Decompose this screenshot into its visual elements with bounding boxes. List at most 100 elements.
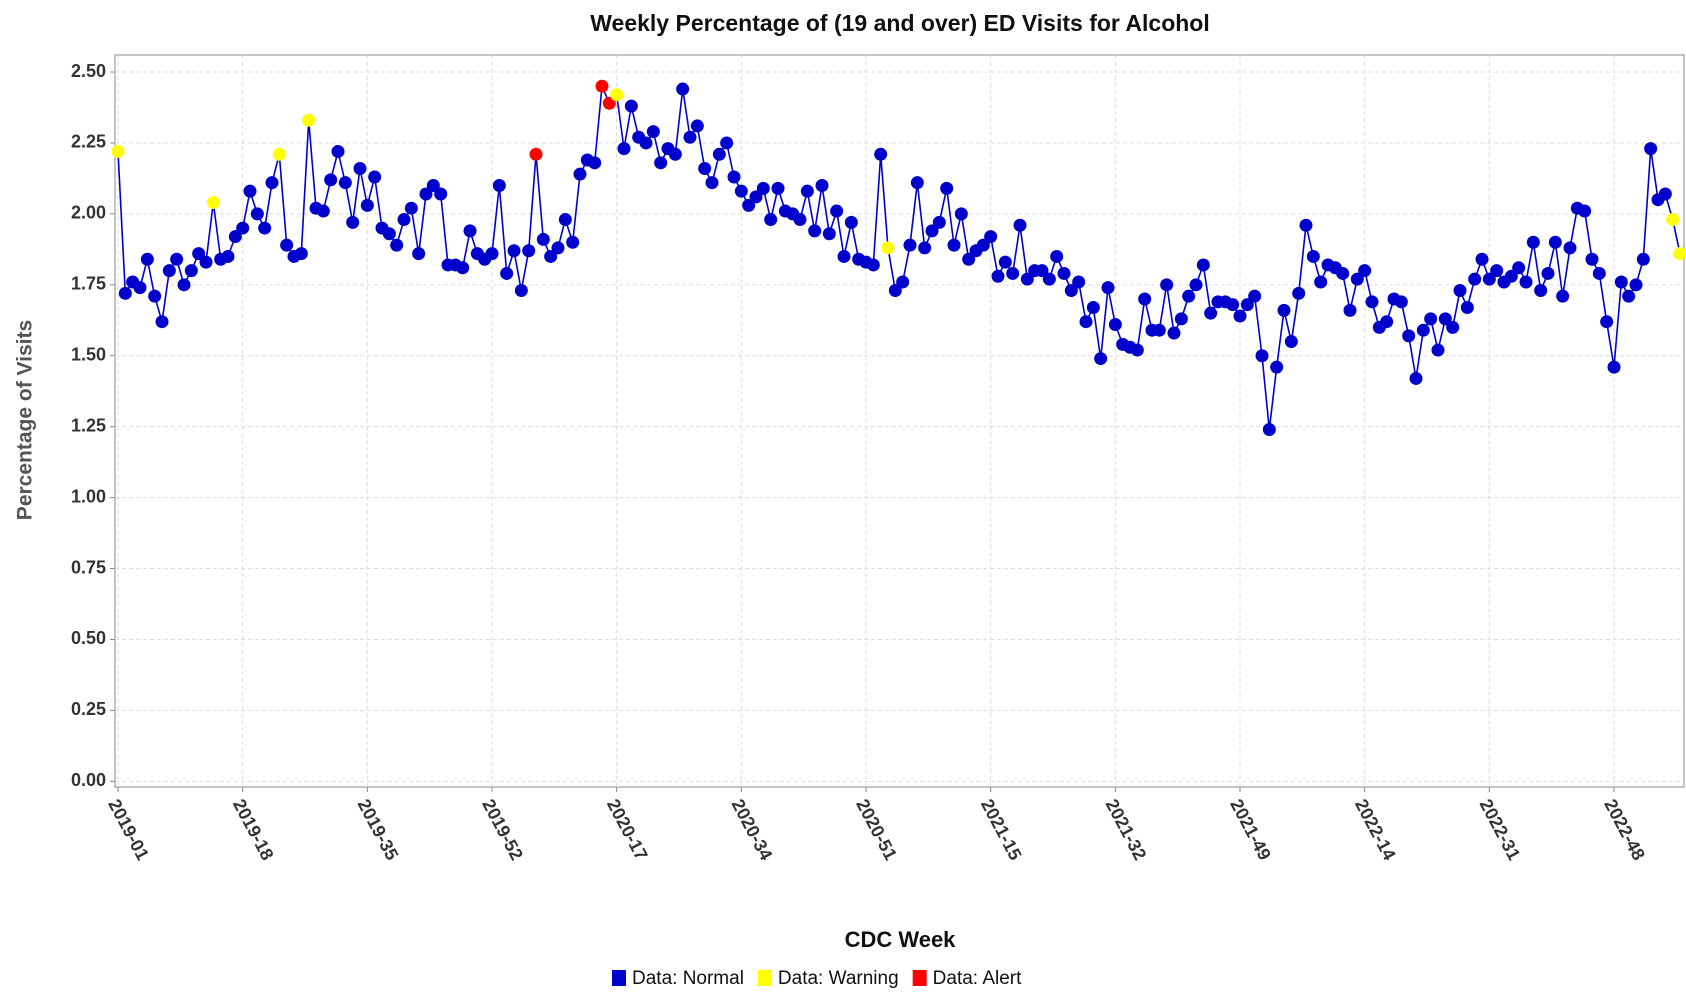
data-point — [1152, 323, 1166, 337]
data-point — [984, 230, 998, 244]
data-point — [324, 173, 338, 187]
data-point — [720, 136, 734, 150]
x-tick-label: 2021-15 — [977, 796, 1026, 864]
data-point — [1255, 349, 1269, 363]
data-point — [1072, 275, 1086, 289]
data-point — [1504, 269, 1518, 283]
data-point — [749, 190, 763, 204]
data-point — [419, 187, 433, 201]
y-tick-label: 2.50 — [71, 61, 106, 81]
data-point — [382, 227, 396, 241]
chart-title: Weekly Percentage of (19 and over) ED Vi… — [590, 10, 1209, 36]
x-tick-label: 2022-14 — [1351, 796, 1400, 864]
data-point — [1578, 204, 1592, 218]
data-point — [1644, 142, 1658, 156]
data-point — [1336, 266, 1350, 280]
data-point — [1556, 289, 1570, 303]
data-point — [485, 247, 499, 261]
data-point — [1138, 292, 1152, 306]
data-point — [595, 79, 609, 93]
data-point — [133, 281, 147, 295]
data-point — [1629, 278, 1643, 292]
data-point — [602, 96, 616, 110]
x-axis-label: CDC Week — [845, 927, 957, 952]
data-point — [1438, 312, 1452, 326]
data-point — [1130, 343, 1144, 357]
data-point — [1526, 235, 1540, 249]
data-point — [1666, 213, 1680, 227]
data-point — [404, 201, 418, 215]
data-point — [646, 125, 660, 139]
data-point — [236, 221, 250, 235]
x-tick-label: 2022-31 — [1476, 796, 1525, 864]
y-tick-label: 1.00 — [71, 486, 106, 506]
data-point — [1226, 298, 1240, 312]
data-point — [463, 224, 477, 238]
data-point — [492, 179, 506, 193]
data-point — [206, 196, 220, 210]
y-tick-label: 2.25 — [71, 132, 106, 152]
data-point — [368, 170, 382, 184]
data-point — [991, 269, 1005, 283]
data-point — [874, 147, 888, 161]
data-point — [940, 181, 954, 195]
y-tick-label: 2.00 — [71, 203, 106, 223]
x-tick-label: 2020-34 — [728, 796, 777, 864]
data-point — [170, 252, 184, 266]
legend-swatch — [757, 970, 772, 986]
data-point — [808, 224, 822, 238]
data-point — [1174, 312, 1188, 326]
data-point — [793, 213, 807, 227]
data-point — [1585, 252, 1599, 266]
data-point — [162, 264, 176, 278]
data-point — [1050, 249, 1064, 263]
data-point — [1108, 318, 1122, 332]
data-point — [1350, 272, 1364, 286]
data-point — [566, 235, 580, 249]
data-point — [148, 289, 162, 303]
data-point — [1314, 275, 1328, 289]
data-point — [280, 238, 294, 252]
data-point — [199, 255, 213, 269]
data-point — [426, 179, 440, 193]
data-point — [243, 184, 257, 198]
data-point — [1064, 283, 1078, 297]
data-point — [1490, 264, 1504, 278]
data-point — [258, 221, 272, 235]
data-point — [1248, 289, 1262, 303]
data-point — [507, 244, 521, 258]
data-point — [727, 170, 741, 184]
data-point — [771, 181, 785, 195]
data-point — [676, 82, 690, 96]
data-point — [830, 204, 844, 218]
data-point — [639, 136, 653, 150]
data-point — [1468, 272, 1482, 286]
data-point — [764, 213, 778, 227]
data-point — [1402, 329, 1416, 343]
data-point — [1614, 275, 1628, 289]
y-tick-label: 1.75 — [71, 274, 106, 294]
data-point — [155, 315, 169, 329]
data-point — [573, 167, 587, 181]
data-point — [617, 142, 631, 156]
data-point — [1358, 264, 1372, 278]
data-point — [514, 283, 528, 297]
data-point — [1416, 323, 1430, 337]
data-point — [1306, 249, 1320, 263]
x-tick-label: 2019-18 — [229, 796, 278, 864]
data-point — [111, 144, 125, 158]
data-point — [1240, 298, 1254, 312]
data-point — [1409, 371, 1423, 385]
data-point — [221, 249, 235, 263]
plot-area — [114, 54, 1685, 788]
data-point — [998, 255, 1012, 269]
data-point — [1101, 281, 1115, 295]
data-point — [1607, 360, 1621, 374]
data-point — [1548, 235, 1562, 249]
data-point — [250, 207, 264, 221]
legend-label: Data: Normal — [632, 968, 744, 989]
data-point — [800, 184, 814, 198]
data-point — [544, 249, 558, 263]
data-point — [522, 244, 536, 258]
data-point — [1460, 301, 1474, 315]
